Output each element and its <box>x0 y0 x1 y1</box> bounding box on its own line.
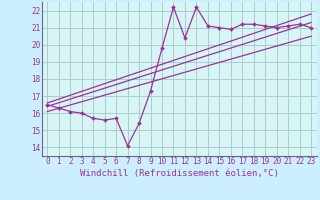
X-axis label: Windchill (Refroidissement éolien,°C): Windchill (Refroidissement éolien,°C) <box>80 169 279 178</box>
